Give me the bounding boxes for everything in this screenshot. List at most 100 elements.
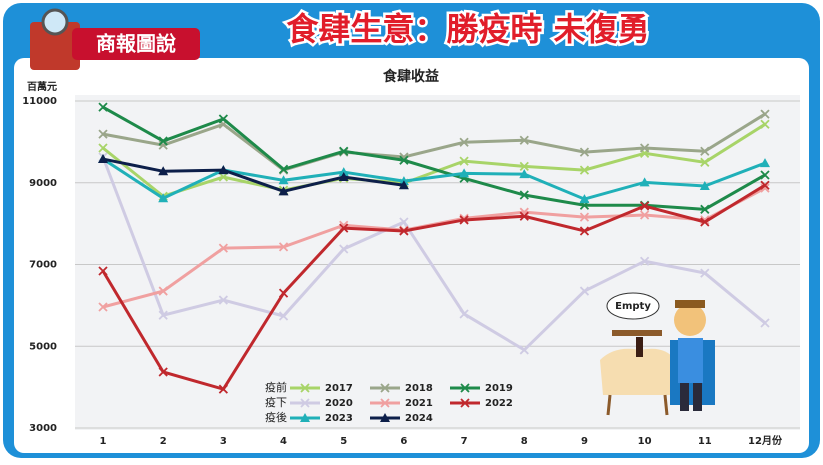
x-tick-label: 6 — [400, 436, 407, 447]
marker — [579, 226, 590, 236]
marker — [700, 268, 710, 278]
marker — [579, 286, 590, 296]
x-tick-label: 1 — [100, 436, 107, 447]
marker — [158, 193, 169, 203]
marker — [399, 226, 409, 236]
x-tick-label: 11 — [698, 436, 712, 447]
marker — [519, 211, 529, 221]
marker — [278, 288, 289, 298]
marker — [459, 168, 470, 178]
legend-label: 2024 — [405, 413, 433, 424]
marker — [218, 243, 229, 253]
x-tick-label: 2 — [160, 436, 167, 447]
marker — [579, 165, 590, 175]
series-line — [102, 157, 766, 201]
series-line — [102, 157, 405, 193]
marker — [519, 169, 530, 179]
legend-group: 疫後 — [265, 410, 287, 424]
marker — [639, 210, 650, 220]
marker — [459, 215, 469, 225]
marker — [300, 383, 310, 393]
logo-magnifier — [41, 8, 69, 36]
marker — [338, 167, 349, 177]
marker — [300, 413, 310, 422]
marker — [339, 244, 349, 254]
marker — [380, 398, 390, 408]
marker — [380, 383, 390, 393]
marker — [519, 161, 529, 172]
marker — [218, 384, 229, 394]
x-tick-label: 9 — [581, 436, 588, 447]
marker — [760, 318, 770, 328]
legend-label: 2020 — [325, 398, 353, 409]
marker — [218, 172, 229, 182]
y-tick-label: 3000 — [29, 423, 57, 434]
logo-text: 商報圖說 — [96, 32, 176, 56]
marker — [760, 119, 770, 129]
x-tick-label: 5 — [340, 436, 347, 447]
marker — [218, 165, 229, 175]
marker — [339, 223, 349, 233]
marker — [460, 398, 470, 408]
x-tick-label: 8 — [521, 436, 528, 447]
marker — [700, 204, 710, 214]
x-tick-label: 12月份 — [748, 434, 783, 447]
marker — [399, 155, 409, 165]
marker — [278, 175, 289, 185]
marker — [278, 311, 289, 321]
marker — [760, 158, 770, 168]
marker — [218, 114, 229, 124]
plot: 3000 5000 7000 9000 11000 1 2 3 4 5 6 7 8 9 10 11 12月份 — [22, 96, 800, 447]
marker — [338, 172, 349, 182]
legend-label: 2022 — [485, 398, 513, 409]
marker — [639, 177, 650, 187]
series-line — [102, 123, 766, 198]
marker — [519, 190, 529, 200]
marker — [459, 137, 469, 147]
marker — [158, 166, 169, 176]
series-line — [101, 156, 766, 352]
y-axis-label: 百萬元 — [27, 80, 57, 93]
marker — [639, 201, 650, 211]
legend-group: 疫下 — [265, 395, 287, 409]
series-line — [101, 183, 766, 391]
marker — [158, 136, 168, 146]
marker — [700, 157, 710, 167]
legend-label: 2023 — [325, 413, 353, 424]
marker — [278, 164, 289, 174]
marker — [278, 186, 289, 196]
y-tick-label: 9000 — [29, 178, 57, 189]
marker — [158, 310, 168, 320]
x-tick-label: 4 — [280, 436, 287, 447]
illustration: Empty — [600, 292, 715, 416]
marker — [460, 383, 470, 393]
marker — [399, 217, 409, 227]
marker — [98, 154, 108, 164]
legend-label: 2018 — [405, 383, 433, 394]
marker — [158, 367, 168, 377]
logo-books — [30, 22, 80, 70]
marker — [639, 143, 650, 153]
marker — [98, 129, 108, 139]
marker — [699, 181, 710, 191]
legend-label: 2021 — [405, 398, 433, 409]
marker — [398, 180, 409, 190]
marker — [339, 146, 349, 156]
marker — [278, 242, 289, 252]
series-line — [102, 112, 766, 172]
legend-label: 2017 — [325, 383, 353, 394]
chart-title: 食肆收益 — [383, 68, 439, 85]
marker — [459, 156, 469, 166]
x-tick-label: 3 — [220, 436, 227, 447]
marker — [579, 194, 590, 204]
marker — [218, 295, 229, 305]
marker — [700, 146, 710, 156]
logo-box — [72, 28, 200, 60]
marker — [300, 398, 310, 408]
y-tick-label: 11000 — [22, 96, 57, 107]
marker — [459, 309, 469, 319]
marker — [760, 109, 770, 119]
marker — [639, 256, 650, 266]
